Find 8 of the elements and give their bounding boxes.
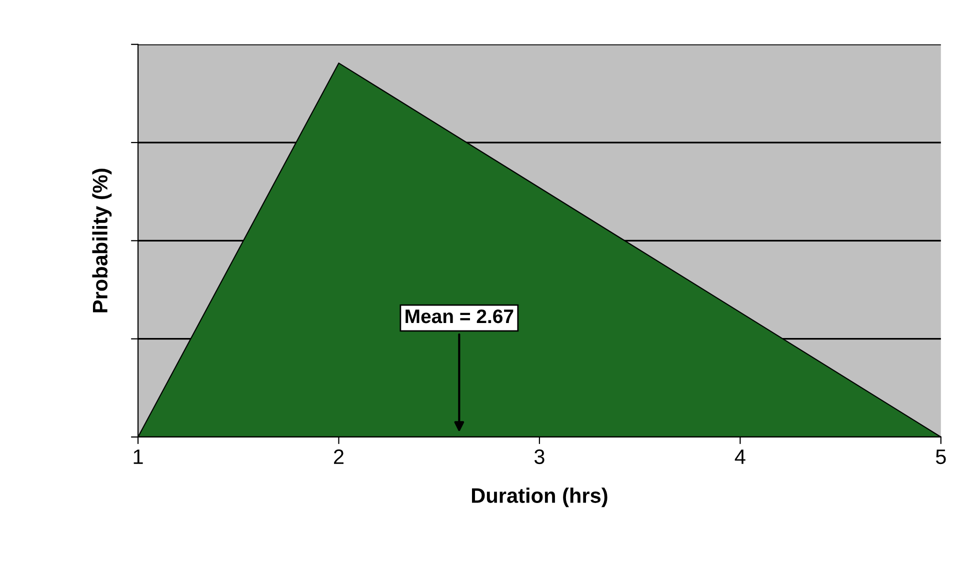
x-tick-label: 5 [936,450,946,464]
y-axis-title: Probability (%) [92,168,112,312]
x-tick-label: 2 [334,449,344,464]
x-axis-title: Duration (hrs) [472,488,608,508]
x-tick-label: 3 [534,449,544,464]
x-tick-label: 1 [134,450,143,464]
annotation: Mean = 2.67 [406,309,514,324]
x-tick-label: 4 [734,450,746,464]
